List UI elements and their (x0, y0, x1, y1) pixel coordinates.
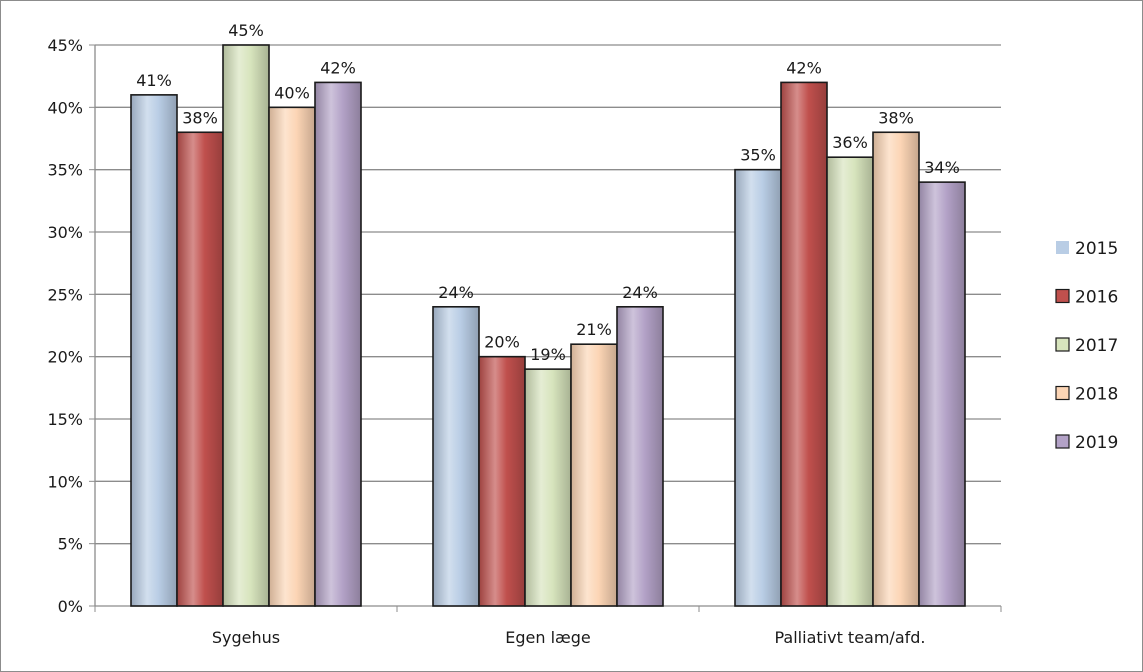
bar-2016-0 (176, 131, 224, 607)
bar-2015-1 (432, 305, 480, 607)
bar-2018-2 (872, 131, 920, 607)
legend-label: 2019 (1075, 433, 1118, 453)
y-tick-label: 45% (47, 36, 83, 55)
data-label: 42% (320, 58, 356, 77)
data-label: 34% (924, 158, 960, 177)
data-label: 36% (832, 133, 868, 152)
bar-2015-2 (734, 168, 782, 607)
y-tick-label: 0% (58, 597, 83, 616)
data-label: 20% (484, 333, 520, 352)
x-category-label: Egen læge (505, 628, 591, 647)
data-label: 24% (622, 283, 658, 302)
x-category-label: Palliativt team/afd. (775, 628, 926, 647)
legend-swatch (1055, 385, 1070, 401)
bar-2017-2 (826, 156, 874, 607)
data-label: 42% (786, 58, 822, 77)
bar-2017-0 (222, 44, 270, 607)
legend-label: 2018 (1075, 385, 1118, 405)
data-label: 45% (228, 21, 264, 40)
y-tick-label: 10% (47, 472, 83, 491)
bar-2016-2 (780, 81, 828, 607)
legend-swatch (1056, 241, 1069, 254)
y-tick-label: 35% (47, 161, 83, 180)
y-tick-label: 5% (58, 535, 83, 554)
bar-2015-0 (130, 94, 178, 607)
legend-swatch (1055, 288, 1070, 304)
y-tick-label: 40% (47, 98, 83, 117)
legend-label: 2016 (1075, 288, 1118, 308)
legend-swatch (1055, 337, 1070, 352)
data-label: 21% (576, 320, 612, 339)
bar-2019-2 (918, 181, 966, 607)
legend-label: 2015 (1075, 239, 1118, 259)
bar-2016-1 (478, 355, 526, 607)
legend-swatch (1055, 434, 1070, 449)
legend-label: 2017 (1075, 336, 1118, 356)
data-label: 35% (740, 146, 776, 165)
x-category-label: Sygehus (212, 628, 280, 647)
bar-2018-1 (570, 343, 618, 607)
bar-2019-0 (314, 81, 362, 607)
bar-2019-1 (616, 305, 664, 607)
y-tick-label: 15% (47, 410, 83, 429)
bar-2017-1 (524, 368, 572, 607)
y-tick-label: 30% (47, 223, 83, 242)
y-tick-label: 20% (47, 348, 83, 367)
data-label: 41% (136, 71, 172, 90)
y-tick-label: 25% (47, 285, 83, 304)
data-label: 38% (182, 108, 218, 127)
data-label: 38% (878, 108, 914, 127)
data-label: 19% (530, 345, 566, 364)
data-label: 24% (438, 283, 474, 302)
data-label: 40% (274, 83, 310, 102)
bar-2018-0 (268, 106, 316, 607)
